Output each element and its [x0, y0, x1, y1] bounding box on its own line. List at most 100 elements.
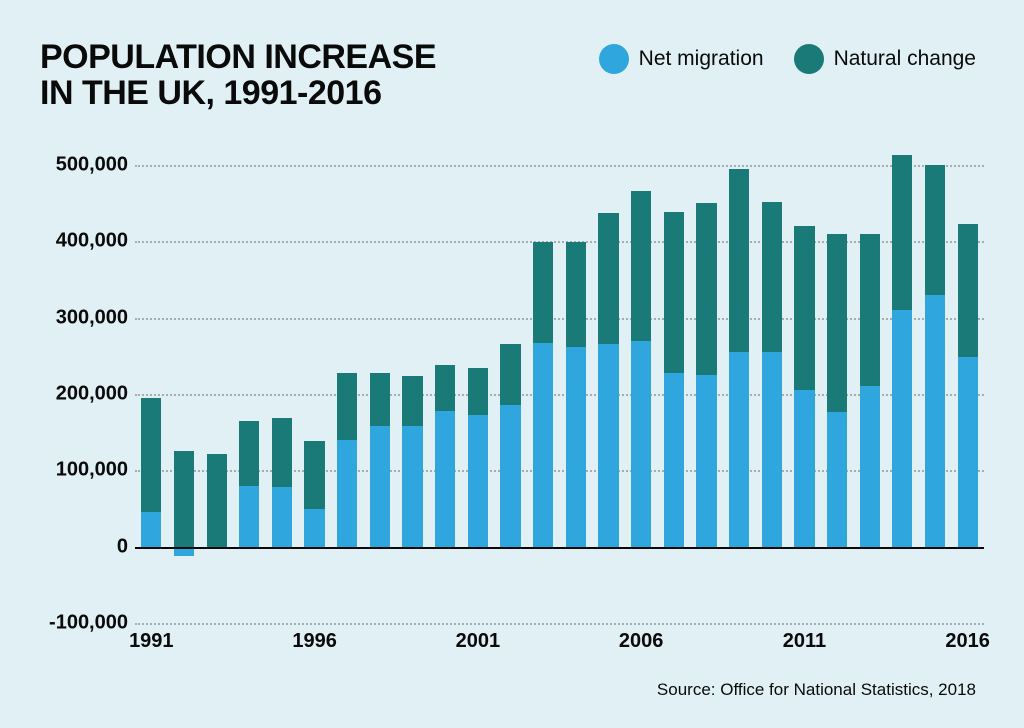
legend-swatch-natural-change — [794, 44, 824, 74]
bar-2012 — [827, 165, 847, 623]
chart-area: -100,0000100,000200,000300,000400,000500… — [40, 165, 984, 653]
bar-1994 — [239, 165, 259, 623]
grid-line — [135, 623, 984, 625]
bar-seg-natural-change — [827, 234, 847, 411]
bar-seg-net-migration — [435, 411, 455, 547]
bar-seg-natural-change — [566, 242, 586, 347]
bar-seg-net-migration — [304, 509, 324, 547]
bar-seg-net-migration — [696, 375, 716, 547]
y-axis-label: 300,000 — [40, 306, 128, 329]
bar-seg-net-migration — [239, 486, 259, 547]
y-axis-label: 400,000 — [40, 230, 128, 253]
source-text: Source: Office for National Statistics, … — [657, 680, 976, 700]
bar-seg-net-migration — [370, 426, 390, 547]
bar-seg-net-migration — [958, 357, 978, 546]
bar-seg-natural-change — [598, 213, 618, 344]
bar-2005 — [598, 165, 618, 623]
bar-seg-net-migration — [533, 343, 553, 547]
bar-seg-natural-change — [729, 169, 749, 352]
bar-seg-natural-change — [500, 344, 520, 405]
legend-item-net-migration: Net migration — [599, 44, 764, 74]
grid-line — [135, 165, 984, 167]
bar-seg-net-migration — [141, 512, 161, 546]
zero-line — [135, 547, 984, 549]
bar-2006 — [631, 165, 651, 623]
y-axis-label: 500,000 — [40, 154, 128, 177]
bar-2007 — [664, 165, 684, 623]
bar-seg-net-migration — [827, 412, 847, 547]
bar-seg-natural-change — [696, 203, 716, 375]
bar-seg-net-migration — [925, 295, 945, 547]
bar-seg-net-migration — [892, 310, 912, 547]
x-axis-label: 1996 — [292, 630, 337, 653]
bar-2009 — [729, 165, 749, 623]
bar-1997 — [337, 165, 357, 623]
bar-2010 — [762, 165, 782, 623]
y-axis-label: 0 — [40, 535, 128, 558]
bar-seg-net-migration — [337, 440, 357, 547]
grid-line — [135, 318, 984, 320]
bar-seg-net-migration — [500, 405, 520, 546]
bar-seg-net-migration — [468, 415, 488, 546]
bar-1992 — [174, 165, 194, 623]
bar-1995 — [272, 165, 292, 623]
bar-seg-net-migration — [272, 487, 292, 547]
y-axis-label: -100,000 — [40, 612, 128, 635]
bar-seg-natural-change — [435, 365, 455, 411]
x-axis-label: 1991 — [129, 630, 174, 653]
bar-seg-net-migration — [566, 347, 586, 547]
bar-seg-natural-change — [860, 234, 880, 387]
bar-seg-net-migration — [794, 390, 814, 546]
bar-2003 — [533, 165, 553, 623]
x-axis-label: 2016 — [945, 630, 990, 653]
bar-seg-net-migration — [729, 352, 749, 547]
bar-seg-natural-change — [762, 202, 782, 352]
bar-1991 — [141, 165, 161, 623]
bar-seg-natural-change — [304, 441, 324, 508]
grid-line — [135, 470, 984, 472]
legend-label-net-migration: Net migration — [639, 47, 764, 71]
bar-1999 — [402, 165, 422, 623]
legend-swatch-net-migration — [599, 44, 629, 74]
bar-2004 — [566, 165, 586, 623]
title-line2: IN THE UK, 1991-2016 — [40, 74, 382, 112]
bar-seg-natural-change — [141, 398, 161, 513]
legend-item-natural-change: Natural change — [794, 44, 976, 74]
bar-seg-net-migration — [598, 344, 618, 546]
x-axis-label: 2001 — [456, 630, 501, 653]
bar-2000 — [435, 165, 455, 623]
bar-2002 — [500, 165, 520, 623]
plot-area — [135, 165, 984, 623]
bar-seg-natural-change — [892, 155, 912, 310]
bar-2001 — [468, 165, 488, 623]
bar-seg-net-migration — [631, 341, 651, 547]
legend-label-natural-change: Natural change — [834, 47, 976, 71]
bar-seg-natural-change — [925, 165, 945, 295]
legend: Net migration Natural change — [599, 44, 976, 74]
bar-seg-natural-change — [794, 226, 814, 390]
bar-seg-natural-change — [533, 242, 553, 343]
bar-seg-natural-change — [174, 451, 194, 546]
bar-seg-net-migration — [664, 373, 684, 547]
y-axis-label: 100,000 — [40, 459, 128, 482]
bar-2015 — [925, 165, 945, 623]
bar-seg-natural-change — [664, 212, 684, 372]
bar-seg-natural-change — [402, 376, 422, 426]
title-line1: POPULATION INCREASE — [40, 38, 436, 76]
grid-line — [135, 241, 984, 243]
bar-seg-natural-change — [958, 224, 978, 358]
bar-seg-net-migration — [762, 352, 782, 547]
bar-1996 — [304, 165, 324, 623]
bar-seg-natural-change — [631, 191, 651, 341]
bar-seg-natural-change — [468, 368, 488, 415]
bar-seg-net-migration — [402, 426, 422, 547]
y-axis-label: 200,000 — [40, 383, 128, 406]
bar-seg-net-migration — [860, 386, 880, 546]
grid-line — [135, 394, 984, 396]
bar-2008 — [696, 165, 716, 623]
x-axis-label: 2011 — [783, 630, 826, 653]
bar-seg-natural-change — [370, 373, 390, 426]
bar-2013 — [860, 165, 880, 623]
bar-2011 — [794, 165, 814, 623]
bar-seg-natural-change — [207, 454, 227, 547]
